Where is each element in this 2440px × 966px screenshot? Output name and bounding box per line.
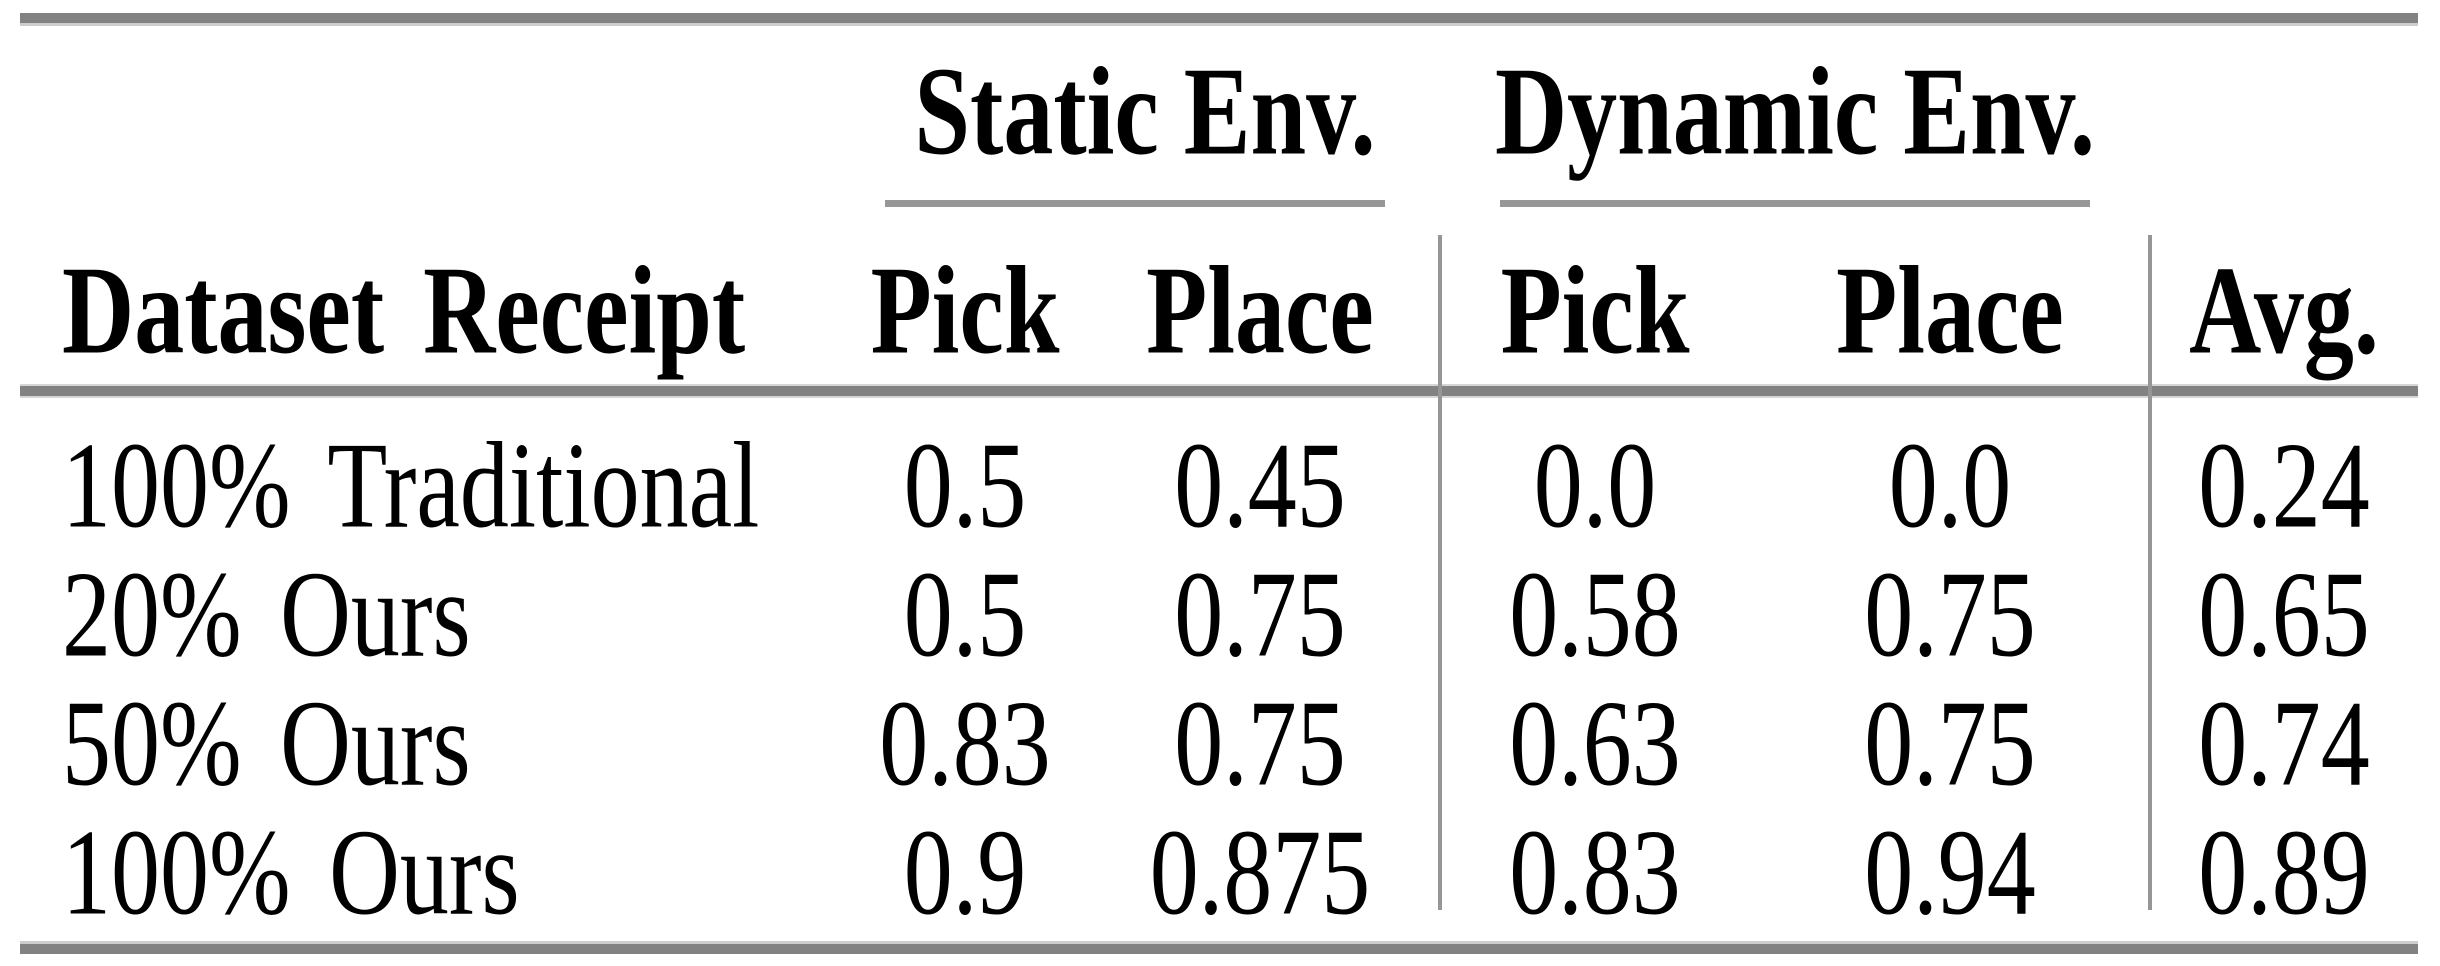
cell-dynamic-place: 0.75 <box>1864 675 2036 812</box>
cell-dynamic-pick: 0.0 <box>1533 417 1657 554</box>
cmidrule-dynamic <box>1500 200 2090 207</box>
cell-avg: 0.74 <box>2198 675 2370 812</box>
mid-rule <box>20 384 2418 398</box>
cmidrule-static <box>885 200 1385 207</box>
header-avg: Avg. <box>2189 240 2379 381</box>
vertical-separator-static-dynamic <box>1438 235 1442 910</box>
column-header-row: Dataset Receipt Pick Place Pick Place Av… <box>20 237 2418 385</box>
table-row: 100% Ours 0.9 0.875 0.83 0.94 0.89 <box>20 808 2418 937</box>
results-table: Static Env. Dynamic Env. Dataset Receipt… <box>20 0 2418 966</box>
cell-static-pick: 0.9 <box>903 804 1027 941</box>
table-row: 100% Traditional 0.5 0.45 0.0 0.0 0.24 <box>20 421 2418 550</box>
header-static-pick: Pick <box>870 240 1060 381</box>
cell-static-place: 0.75 <box>1174 675 1346 812</box>
vertical-separator-dynamic-avg <box>2148 235 2152 910</box>
table-body: 100% Traditional 0.5 0.45 0.0 0.0 0.24 2… <box>20 395 2418 942</box>
cell-static-place: 0.875 <box>1149 804 1371 941</box>
bottom-rule <box>20 941 2418 954</box>
col-group-dynamic-env: Dynamic Env. <box>1440 48 2150 174</box>
cell-dynamic-pick: 0.58 <box>1509 546 1681 683</box>
header-static-place: Place <box>1146 240 1374 381</box>
cell-static-place: 0.75 <box>1174 546 1346 683</box>
row-label: 50% Ours <box>62 675 471 812</box>
cell-avg: 0.89 <box>2198 804 2370 941</box>
cell-static-pick: 0.5 <box>903 417 1027 554</box>
row-label: 100% Traditional <box>62 417 760 554</box>
row-label: 100% Ours <box>62 804 520 941</box>
table-row: 20% Ours 0.5 0.75 0.58 0.75 0.65 <box>20 550 2418 679</box>
col-group-static-env: Static Env. <box>850 48 1440 174</box>
cell-dynamic-place: 0.94 <box>1864 804 2036 941</box>
col-group-dynamic-env-label: Dynamic Env. <box>1494 40 2096 181</box>
cell-avg: 0.65 <box>2198 546 2370 683</box>
header-dynamic-pick: Pick <box>1500 240 1690 381</box>
header-dataset-receipt: Dataset Receipt <box>62 240 746 381</box>
cell-dynamic-place: 0.75 <box>1864 546 2036 683</box>
cell-dynamic-pick: 0.83 <box>1509 804 1681 941</box>
col-group-static-env-label: Static Env. <box>914 40 1376 181</box>
cell-static-place: 0.45 <box>1174 417 1346 554</box>
table-row: 50% Ours 0.83 0.75 0.63 0.75 0.74 <box>20 679 2418 808</box>
row-label: 20% Ours <box>62 546 471 683</box>
cell-avg: 0.24 <box>2198 417 2370 554</box>
cell-static-pick: 0.5 <box>903 546 1027 683</box>
cell-dynamic-place: 0.0 <box>1888 417 2012 554</box>
cell-static-pick: 0.83 <box>879 675 1051 812</box>
column-group-row: Static Env. Dynamic Env. <box>20 23 2418 200</box>
cell-dynamic-pick: 0.63 <box>1509 675 1681 812</box>
header-dynamic-place: Place <box>1836 240 2064 381</box>
top-rule <box>20 13 2418 26</box>
